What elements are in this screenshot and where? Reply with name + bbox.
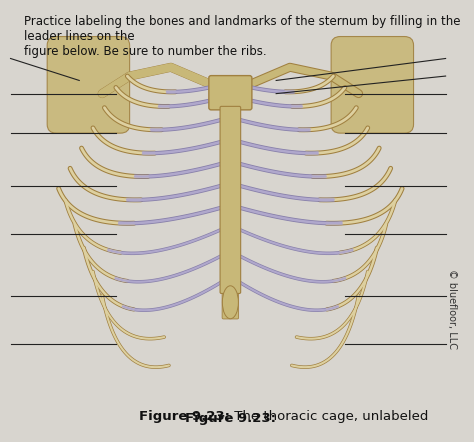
- Text: © bluefloor, LLC: © bluefloor, LLC: [447, 269, 457, 349]
- FancyBboxPatch shape: [331, 37, 413, 133]
- Text: The thoracic cage, unlabeled: The thoracic cage, unlabeled: [230, 410, 429, 423]
- FancyBboxPatch shape: [209, 76, 252, 110]
- Text: Figure 9.23:: Figure 9.23:: [185, 412, 276, 425]
- FancyBboxPatch shape: [47, 37, 129, 133]
- Text: Practice labeling the bones and landmarks of the sternum by filling in the leade: Practice labeling the bones and landmark…: [24, 15, 461, 57]
- FancyBboxPatch shape: [221, 106, 240, 293]
- FancyBboxPatch shape: [210, 76, 251, 109]
- Text: Figure 9.23:: Figure 9.23:: [139, 410, 230, 423]
- Ellipse shape: [222, 286, 238, 319]
- FancyBboxPatch shape: [222, 288, 238, 319]
- Text: Figure 9.23: The thoracic cage, unlabeled: Figure 9.23: The thoracic cage, unlabele…: [92, 412, 369, 425]
- FancyBboxPatch shape: [220, 107, 241, 293]
